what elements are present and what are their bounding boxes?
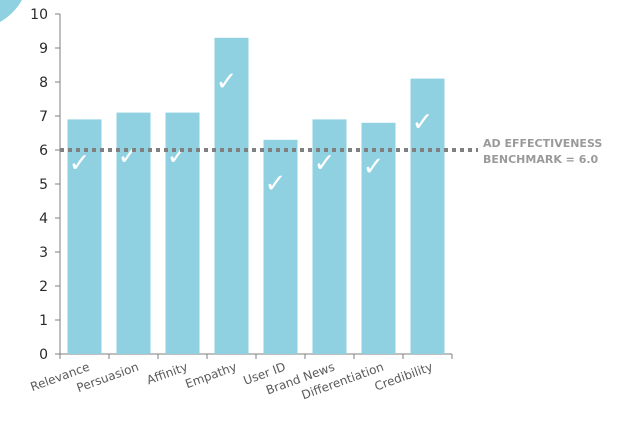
y-tick-label: 1 <box>39 313 48 329</box>
bar-empathy <box>214 37 249 355</box>
benchmark-label-line1: AD EFFECTIVENESS <box>483 137 602 150</box>
y-tick-label: 9 <box>39 41 48 57</box>
bar-differentiation <box>361 122 396 354</box>
bar-relevance <box>67 119 102 355</box>
y-tick-label: 8 <box>39 75 48 91</box>
bar-persuasion <box>116 112 151 354</box>
corner-accent-shape <box>0 0 22 22</box>
bar-brand-news <box>312 119 347 355</box>
y-tick-label: 4 <box>39 211 48 227</box>
check-icon: ✓ <box>314 148 336 178</box>
benchmark-label-line2: BENCHMARK = 6.0 <box>483 153 599 166</box>
y-tick-label: 10 <box>30 7 48 23</box>
check-icon: ✓ <box>216 67 238 97</box>
bar-credibility <box>410 78 445 354</box>
y-tick-label: 2 <box>39 279 48 295</box>
check-icon: ✓ <box>363 152 385 182</box>
bar-affinity <box>165 112 200 354</box>
y-tick-label: 0 <box>39 347 48 363</box>
y-tick-label: 6 <box>39 143 48 159</box>
check-icon: ✓ <box>412 108 434 138</box>
check-icon: ✓ <box>69 148 91 178</box>
check-icon: ✓ <box>118 142 140 172</box>
y-tick-label: 3 <box>39 245 48 261</box>
x-tick-label: Empathy <box>183 360 238 392</box>
check-icon: ✓ <box>265 169 287 199</box>
y-tick-label: 5 <box>39 177 48 193</box>
y-tick-label: 7 <box>39 109 48 125</box>
x-tick-label: Affinity <box>145 360 190 388</box>
check-icon: ✓ <box>167 142 189 172</box>
bar-user-id <box>263 139 298 354</box>
